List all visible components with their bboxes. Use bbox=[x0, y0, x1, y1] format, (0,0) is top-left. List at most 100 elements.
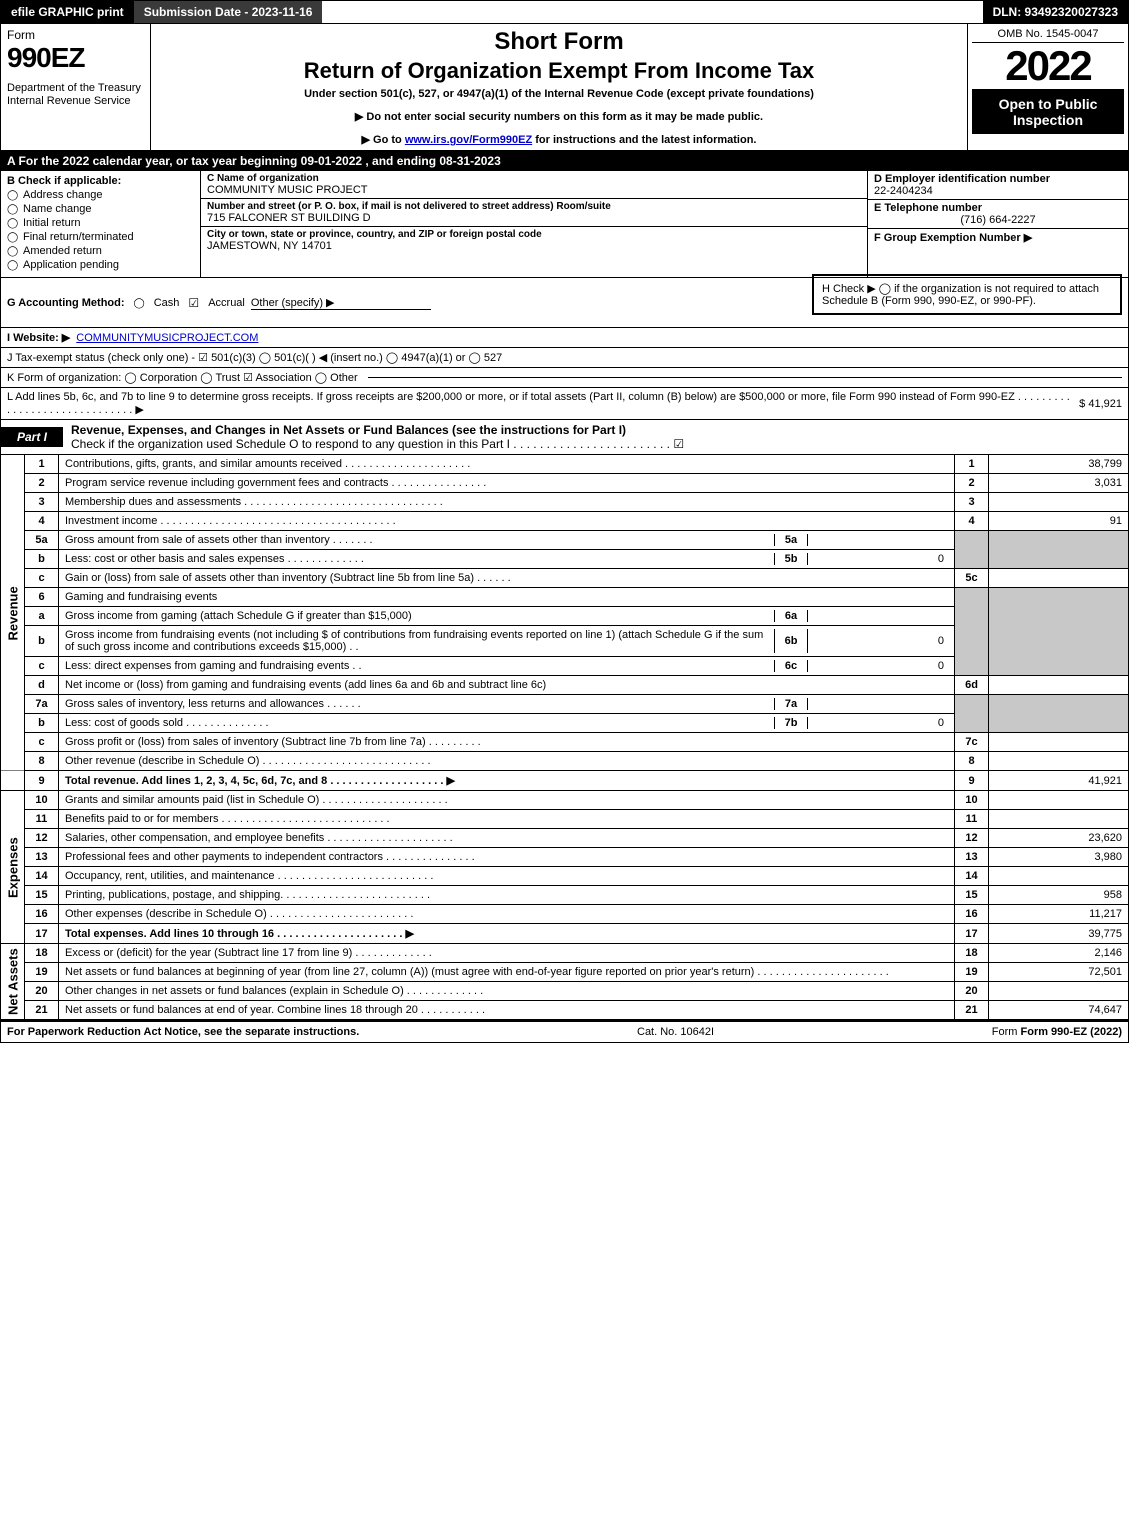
part1-table: Revenue 1 Contributions, gifts, grants, … bbox=[0, 455, 1129, 1020]
chk-cash[interactable] bbox=[131, 297, 148, 309]
lnr-16: 16 bbox=[955, 905, 989, 924]
irs-link[interactable]: www.irs.gov/Form990EZ bbox=[405, 134, 532, 146]
part1-check-text: Check if the organization used Schedule … bbox=[71, 437, 684, 451]
amt-14 bbox=[989, 867, 1129, 886]
website-link[interactable]: COMMUNITYMUSICPROJECT.COM bbox=[76, 332, 258, 344]
lnr-4: 4 bbox=[955, 512, 989, 531]
desc-5a-text: Gross amount from sale of assets other t… bbox=[65, 534, 774, 546]
other-underline bbox=[368, 377, 1122, 378]
chk-application-pending[interactable]: Application pending bbox=[7, 259, 194, 271]
desc-9-text: Total revenue. Add lines 1, 2, 3, 4, 5c,… bbox=[65, 775, 455, 787]
desc-7a: Gross sales of inventory, less returns a… bbox=[59, 695, 955, 714]
block-c: C Name of organization COMMUNITY MUSIC P… bbox=[201, 171, 868, 277]
chk-accrual[interactable] bbox=[185, 296, 202, 310]
ln-5a: 5a bbox=[25, 531, 59, 550]
lnr-21: 21 bbox=[955, 1001, 989, 1020]
city-label: City or town, state or province, country… bbox=[207, 229, 861, 240]
ln-6a: a bbox=[25, 607, 59, 626]
cat-no: Cat. No. 10642I bbox=[637, 1026, 714, 1038]
amt-7c bbox=[989, 733, 1129, 752]
subln-7a: 7a bbox=[774, 698, 808, 710]
amt-9: 41,921 bbox=[989, 771, 1129, 791]
header-left: Form 990EZ Department of the Treasury In… bbox=[1, 24, 151, 150]
desc-6c: Less: direct expenses from gaming and fu… bbox=[59, 657, 955, 676]
form-number: 990EZ bbox=[7, 42, 144, 74]
amt-12: 23,620 bbox=[989, 829, 1129, 848]
grey-7 bbox=[955, 695, 989, 733]
lnr-14: 14 bbox=[955, 867, 989, 886]
ln-5b: b bbox=[25, 550, 59, 569]
ln-10: 10 bbox=[25, 791, 59, 810]
accounting-method-label: G Accounting Method: bbox=[7, 297, 125, 309]
goto-pre: ▶ Go to bbox=[362, 134, 405, 146]
amt-13: 3,980 bbox=[989, 848, 1129, 867]
desc-17-text: Total expenses. Add lines 10 through 16 … bbox=[65, 928, 414, 940]
desc-7b: Less: cost of goods sold . . . . . . . .… bbox=[59, 714, 955, 733]
row-i: I Website: ▶ COMMUNITYMUSICPROJECT.COM bbox=[0, 328, 1129, 348]
ln-6b: b bbox=[25, 626, 59, 657]
amt-2: 3,031 bbox=[989, 474, 1129, 493]
chk-amended-return[interactable]: Amended return bbox=[7, 245, 194, 257]
grey-amt-6 bbox=[989, 588, 1129, 676]
subamt-6b: 0 bbox=[808, 635, 948, 647]
amt-20 bbox=[989, 982, 1129, 1001]
amt-10 bbox=[989, 791, 1129, 810]
desc-9: Total revenue. Add lines 1, 2, 3, 4, 5c,… bbox=[59, 771, 955, 791]
ln-20: 20 bbox=[25, 982, 59, 1001]
ssn-warning: ▶ Do not enter social security numbers o… bbox=[159, 110, 959, 123]
part1-header: Part I Revenue, Expenses, and Changes in… bbox=[0, 420, 1129, 455]
ln-6c: c bbox=[25, 657, 59, 676]
ln-9: 9 bbox=[25, 771, 59, 791]
submission-date-label: Submission Date - 2023-11-16 bbox=[134, 1, 323, 23]
desc-13: Professional fees and other payments to … bbox=[59, 848, 955, 867]
part1-tab: Part I bbox=[1, 427, 63, 447]
top-bar: efile GRAPHIC print Submission Date - 20… bbox=[0, 0, 1129, 24]
ln-15: 15 bbox=[25, 886, 59, 905]
desc-12: Salaries, other compensation, and employ… bbox=[59, 829, 955, 848]
chk-name-change[interactable]: Name change bbox=[7, 203, 194, 215]
desc-4: Investment income . . . . . . . . . . . … bbox=[59, 512, 955, 531]
paperwork-notice: For Paperwork Reduction Act Notice, see … bbox=[7, 1026, 359, 1038]
header-center: Short Form Return of Organization Exempt… bbox=[151, 24, 968, 150]
efile-print-label[interactable]: efile GRAPHIC print bbox=[1, 1, 134, 23]
subln-6c: 6c bbox=[774, 660, 808, 672]
subamt-5b: 0 bbox=[808, 553, 948, 565]
goto-link-row: ▶ Go to www.irs.gov/Form990EZ for instru… bbox=[159, 133, 959, 146]
goto-post: for instructions and the latest informat… bbox=[532, 134, 756, 146]
expenses-side-label: Expenses bbox=[1, 791, 25, 944]
desc-6b: Gross income from fundraising events (no… bbox=[59, 626, 955, 657]
ln-21: 21 bbox=[25, 1001, 59, 1020]
org-name-label: C Name of organization bbox=[207, 173, 861, 184]
desc-5a: Gross amount from sale of assets other t… bbox=[59, 531, 955, 550]
ln-6: 6 bbox=[25, 588, 59, 607]
revenue-side-blank bbox=[1, 771, 25, 791]
ln-5c: c bbox=[25, 569, 59, 588]
chk-final-return[interactable]: Final return/terminated bbox=[7, 231, 194, 243]
lnr-18: 18 bbox=[955, 944, 989, 963]
amt-18: 2,146 bbox=[989, 944, 1129, 963]
desc-19: Net assets or fund balances at beginning… bbox=[59, 963, 955, 982]
lnr-20: 20 bbox=[955, 982, 989, 1001]
page-footer: For Paperwork Reduction Act Notice, see … bbox=[0, 1020, 1129, 1043]
amt-5c bbox=[989, 569, 1129, 588]
desc-21: Net assets or fund balances at end of ye… bbox=[59, 1001, 955, 1020]
ln-1: 1 bbox=[25, 455, 59, 474]
amt-8 bbox=[989, 752, 1129, 771]
desc-7a-text: Gross sales of inventory, less returns a… bbox=[65, 698, 774, 710]
ln-11: 11 bbox=[25, 810, 59, 829]
subln-7b: 7b bbox=[774, 717, 808, 729]
block-d: D Employer identification number 22-2404… bbox=[868, 171, 1128, 277]
desc-1: Contributions, gifts, grants, and simila… bbox=[59, 455, 955, 474]
identity-block: B Check if applicable: Address change Na… bbox=[0, 171, 1129, 278]
amt-6d bbox=[989, 676, 1129, 695]
revenue-side-label: Revenue bbox=[1, 455, 25, 771]
row-l-text: L Add lines 5b, 6c, and 7b to line 9 to … bbox=[7, 391, 1073, 416]
row-a-tax-year: A For the 2022 calendar year, or tax yea… bbox=[0, 151, 1129, 171]
ln-3: 3 bbox=[25, 493, 59, 512]
form-subtitle: Under section 501(c), 527, or 4947(a)(1)… bbox=[159, 88, 959, 100]
chk-address-change[interactable]: Address change bbox=[7, 189, 194, 201]
amt-21: 74,647 bbox=[989, 1001, 1129, 1020]
chk-initial-return[interactable]: Initial return bbox=[7, 217, 194, 229]
ln-13: 13 bbox=[25, 848, 59, 867]
ln-6d: d bbox=[25, 676, 59, 695]
